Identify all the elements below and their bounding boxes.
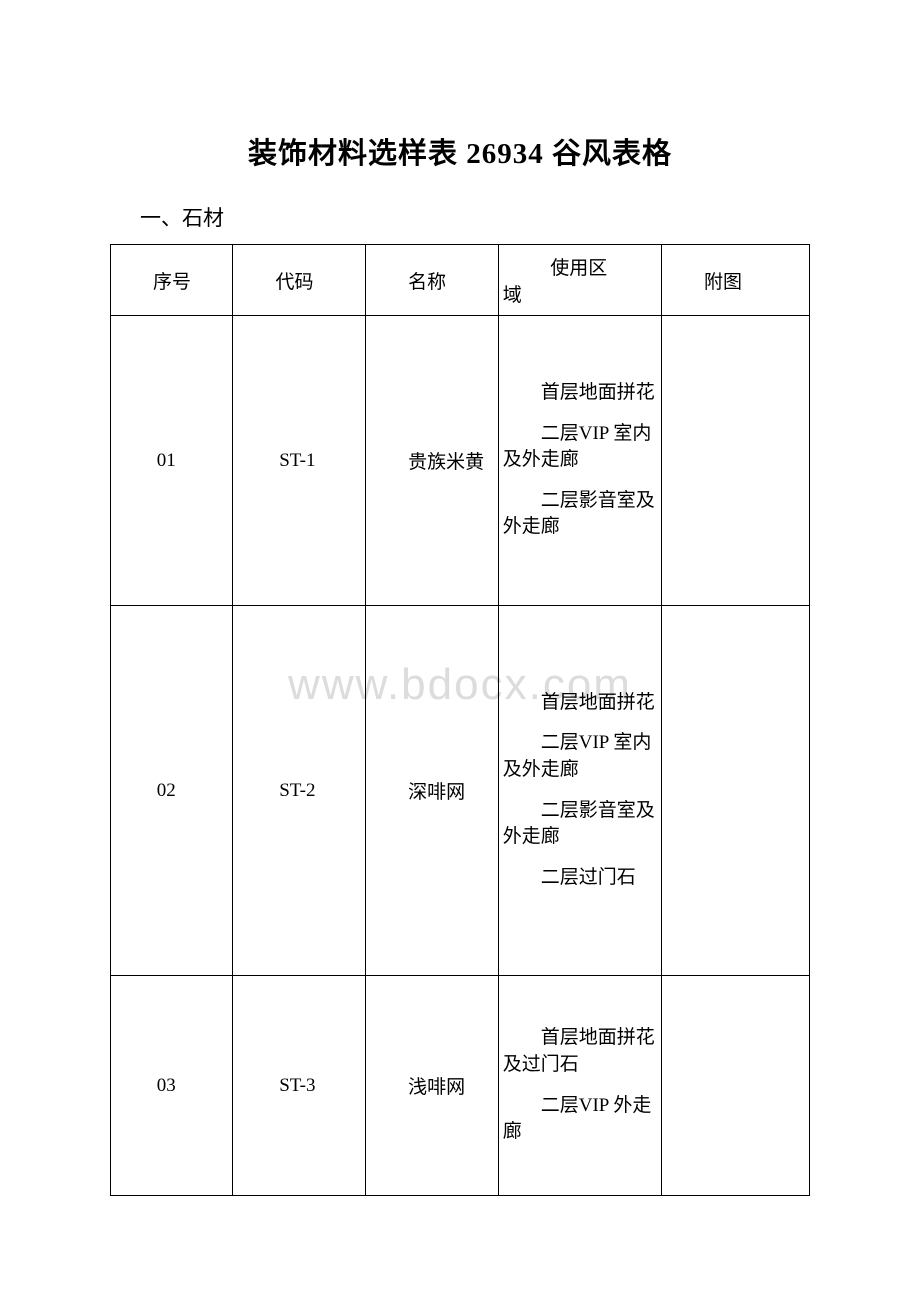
cell-area: 首层地面拼花 二层VIP 室内及外走廊 二层影音室及外走廊 二层过门石	[498, 606, 661, 976]
area-item: 二层VIP 室内及外走廊	[503, 730, 657, 783]
section-label: 一、石材	[110, 202, 810, 232]
area-item: 首层地面拼花	[503, 690, 657, 717]
cell-seq: 02	[111, 606, 233, 976]
th-img: 附图	[662, 245, 810, 316]
th-seq: 序号	[111, 245, 233, 316]
th-area-text2: 域	[503, 280, 657, 307]
cell-img	[662, 316, 810, 606]
table-header-row: 序号 代码 名称 使用区 域 附图	[111, 245, 810, 316]
cell-code: ST-2	[233, 606, 366, 976]
cell-img	[662, 606, 810, 976]
cell-seq: 01	[111, 316, 233, 606]
cell-code: ST-3	[233, 976, 366, 1196]
table-row: 03 ST-3 浅啡网 首层地面拼花及过门石 二层VIP 外走廊	[111, 976, 810, 1196]
cell-seq: 03	[111, 976, 233, 1196]
cell-img	[662, 976, 810, 1196]
area-item: 二层过门石	[503, 865, 657, 892]
th-seq-text: 序号	[115, 267, 228, 294]
cell-name-text: 贵族米黄	[370, 447, 494, 474]
cell-name-text: 深啡网	[370, 777, 494, 804]
area-item: 二层VIP 外走廊	[503, 1093, 657, 1146]
th-img-text: 附图	[666, 267, 805, 294]
area-item: 二层影音室及外走廊	[503, 798, 657, 851]
area-item: 首层地面拼花及过门石	[503, 1025, 657, 1078]
cell-name: 深啡网	[366, 606, 499, 976]
cell-name-text: 浅啡网	[370, 1072, 494, 1099]
th-code-text: 代码	[237, 267, 361, 294]
area-item: 首层地面拼花	[503, 380, 657, 407]
cell-area: 首层地面拼花 二层VIP 室内及外走廊 二层影音室及外走廊	[498, 316, 661, 606]
cell-code: ST-1	[233, 316, 366, 606]
page-title: 装饰材料选样表 26934 谷风表格	[110, 130, 810, 172]
table-row: 01 ST-1 贵族米黄 首层地面拼花 二层VIP 室内及外走廊 二层影音室及外…	[111, 316, 810, 606]
cell-name: 浅啡网	[366, 976, 499, 1196]
area-item: 二层VIP 室内及外走廊	[503, 421, 657, 474]
th-name-text: 名称	[370, 267, 494, 294]
th-area-text1: 使用区	[503, 253, 657, 280]
th-name: 名称	[366, 245, 499, 316]
th-area: 使用区 域	[498, 245, 661, 316]
th-code: 代码	[233, 245, 366, 316]
table-row: 02 ST-2 深啡网 首层地面拼花 二层VIP 室内及外走廊 二层影音室及外走…	[111, 606, 810, 976]
content-layer: 装饰材料选样表 26934 谷风表格 一、石材 序号 代码 名称 使用区 域 附…	[110, 130, 810, 1196]
cell-area: 首层地面拼花及过门石 二层VIP 外走廊	[498, 976, 661, 1196]
area-item: 二层影音室及外走廊	[503, 488, 657, 541]
material-table: 序号 代码 名称 使用区 域 附图 01 ST-1 贵族米黄 首层地面拼花 二层…	[110, 244, 810, 1196]
cell-name: 贵族米黄	[366, 316, 499, 606]
